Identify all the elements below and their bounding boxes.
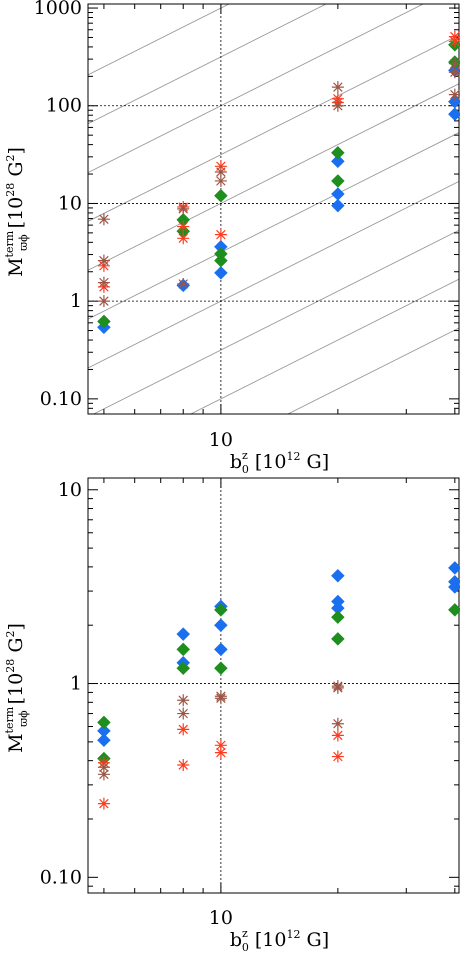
x-axis-label: bz 0 [1012 G] <box>230 449 329 476</box>
data-point-brown-asterisk <box>331 717 344 730</box>
diagonal-guide-line <box>88 34 459 222</box>
data-point-red-asterisk <box>214 228 227 241</box>
data-point-brown-asterisk <box>97 213 110 226</box>
diagonal-guide-line <box>88 83 459 271</box>
data-point-green-diamond <box>331 174 345 188</box>
data-point-brown-asterisk <box>214 165 227 178</box>
plot-frame <box>87 477 460 894</box>
diagonal-guides <box>88 4 459 414</box>
data-point-red-asterisk <box>177 232 190 245</box>
data-point-brown-asterisk <box>177 707 190 720</box>
diagonal-guide-line <box>88 132 459 320</box>
data-point-blue-diamond <box>331 154 345 169</box>
data-point-red-asterisk <box>331 750 344 763</box>
data-point-brown-asterisk <box>97 254 110 267</box>
data-point-red-asterisk <box>177 220 190 233</box>
data-point-red-asterisk <box>214 746 227 759</box>
diagonal-guide-line <box>88 4 230 76</box>
data-point-brown-asterisk <box>97 276 110 289</box>
data-point-red-asterisk <box>214 739 227 752</box>
data-point-brown-asterisk <box>448 57 460 70</box>
y-tick-label: 1 <box>70 673 82 695</box>
data-point-brown-asterisk <box>214 174 227 187</box>
data-point-blue-diamond <box>331 198 345 213</box>
y-tick-label: 0.10 <box>40 866 82 888</box>
diagonal-guide-line <box>88 181 459 369</box>
data-point-red-asterisk <box>448 30 460 43</box>
data-point-blue-diamond <box>331 594 345 609</box>
data-point-blue-diamond <box>447 107 460 122</box>
y-axis-label: Mtermϖϕ [1028 G2] <box>3 147 30 277</box>
data-point-brown-asterisk <box>331 81 344 94</box>
data-point-red-asterisk <box>177 723 190 736</box>
data-point-green-diamond <box>331 632 345 646</box>
y-tick-label: 1 <box>70 290 82 312</box>
diagonal-guide-line <box>92 229 459 414</box>
data-point-green-diamond <box>331 145 345 160</box>
data-point-blue-diamond <box>97 733 111 748</box>
y-tick-label: 1000 <box>34 0 82 19</box>
y-tick-label: 100 <box>46 95 82 117</box>
data-point-red-asterisk <box>331 92 344 105</box>
data-point-blue-diamond <box>176 627 191 641</box>
plot-frame <box>87 3 460 415</box>
data-point-blue-diamond <box>447 574 460 589</box>
data-point-blue-diamond <box>214 618 228 633</box>
y-tick-label: 10 <box>58 192 82 214</box>
data-point-blue-diamond <box>447 94 460 109</box>
data-point-green-diamond <box>331 610 345 625</box>
data-point-brown-asterisk <box>331 99 344 112</box>
data-point-red-asterisk <box>97 797 110 810</box>
data-point-green-diamond <box>176 642 191 657</box>
data-point-blue-diamond <box>447 561 460 575</box>
data-point-brown-asterisk <box>177 202 190 215</box>
data-point-brown-asterisk <box>97 768 110 781</box>
data-point-brown-asterisk <box>97 295 110 308</box>
data-point-green-diamond <box>214 246 228 261</box>
data-point-green-diamond <box>97 715 111 730</box>
data-point-blue-diamond <box>214 265 228 280</box>
data-point-green-diamond <box>97 314 111 329</box>
data-point-green-diamond <box>214 603 228 617</box>
data-point-green-diamond <box>447 603 460 617</box>
data-point-blue-diamond <box>97 723 111 738</box>
y-tick-label: 0.10 <box>40 388 82 410</box>
data-point-blue-diamond <box>331 187 345 201</box>
data-point-brown-asterisk <box>97 761 110 774</box>
y-tick-label: 10 <box>58 479 82 501</box>
data-point-red-asterisk <box>177 758 190 771</box>
x-tick-label: 10 <box>209 429 233 451</box>
data-point-brown-asterisk <box>177 277 190 290</box>
data-point-red-asterisk <box>331 729 344 742</box>
data-point-green-diamond <box>214 661 228 676</box>
data-point-brown-asterisk <box>448 66 460 79</box>
x-tick-label: 10 <box>209 907 233 929</box>
diagonal-guide-line <box>88 4 425 173</box>
diagonal-guide-line <box>88 4 328 125</box>
data-point-blue-diamond <box>214 642 228 657</box>
data-point-green-diamond <box>176 661 191 676</box>
y-axis-label: Mtermϖϕ [1028 G2] <box>3 623 30 753</box>
data-point-green-diamond <box>214 188 228 203</box>
data-point-brown-asterisk <box>214 690 227 703</box>
x-axis-label: bz 0 [1012 G] <box>230 927 329 953</box>
diagonal-guide-line <box>286 327 459 414</box>
data-point-brown-asterisk <box>448 88 460 101</box>
data-point-brown-asterisk <box>331 680 344 693</box>
diagonal-guide-line <box>189 278 459 414</box>
data-point-brown-asterisk <box>177 694 190 707</box>
data-point-blue-diamond <box>331 568 345 583</box>
